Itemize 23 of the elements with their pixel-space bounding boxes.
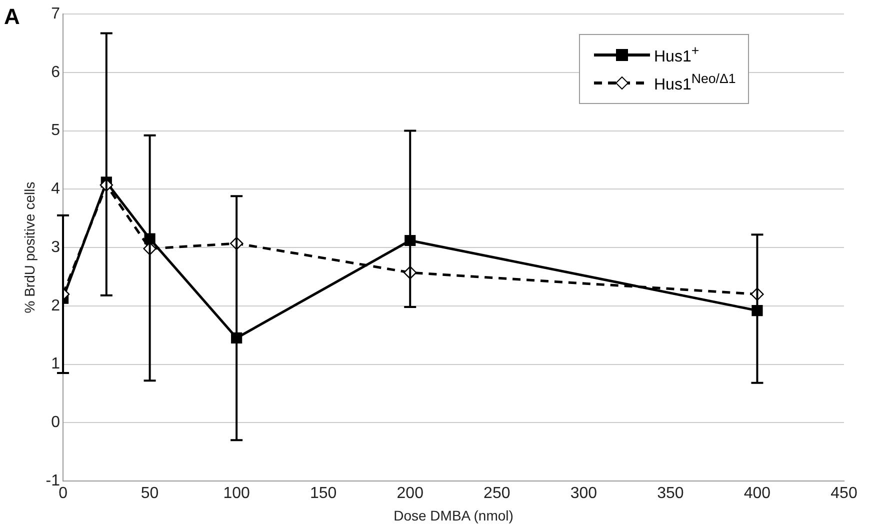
y-tick-label: 7 <box>51 5 60 22</box>
text: A <box>4 4 20 30</box>
x-axis-title: Dose DMBA (nmol) <box>394 507 514 524</box>
y-tick-label: 4 <box>51 180 60 198</box>
x-tick-label: 300 <box>570 485 598 502</box>
x-tick-label: 150 <box>310 485 337 502</box>
x-tick-label: 50 <box>140 485 159 502</box>
x-tick-label: 400 <box>744 485 771 502</box>
x-tick-label: 250 <box>484 485 510 502</box>
x-tick-label: 450 <box>830 485 858 502</box>
x-tick-label: 200 <box>396 485 424 502</box>
y-tick-label: 5 <box>51 122 60 140</box>
y-tick-label: 3 <box>51 238 60 256</box>
y-tick-label: 1 <box>51 356 60 373</box>
y-axis-title: % BrdU positive cells <box>21 182 38 314</box>
y-tick-label: 6 <box>51 64 60 81</box>
y-tick-label: 0 <box>51 414 60 432</box>
legend-label: Hus1$^{+}$ <box>654 43 700 67</box>
y-tick-label: 2 <box>51 297 60 314</box>
x-tick-label: 350 <box>657 485 684 502</box>
x-tick-label: 100 <box>223 485 250 502</box>
legend-label: Hus1$^{Neo/Δ1}$ <box>654 71 736 95</box>
y-tick-label: -1 <box>46 472 60 490</box>
